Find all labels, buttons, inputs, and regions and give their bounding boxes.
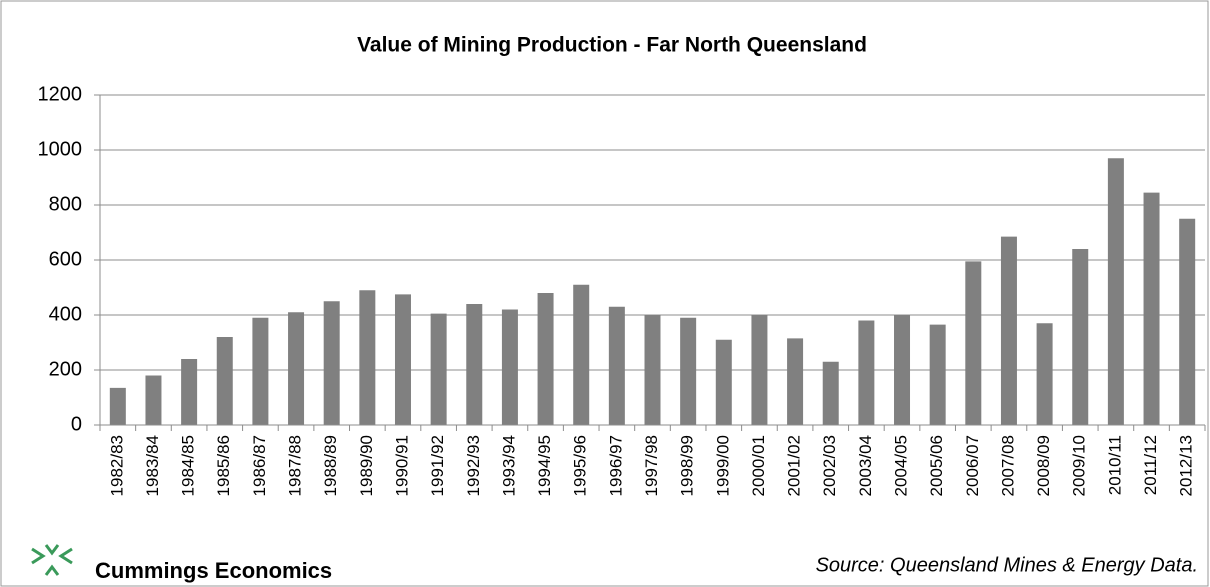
logo	[31, 544, 73, 576]
y-tick-label: 200	[49, 358, 82, 380]
bar	[537, 293, 554, 425]
y-tick-label: 1000	[38, 138, 83, 160]
source-note: Source: Queensland Mines & Energy Data.	[816, 554, 1198, 576]
bar	[929, 324, 946, 425]
bar	[822, 361, 839, 425]
bar	[501, 309, 518, 425]
x-tick-label: 1993/94	[499, 435, 518, 496]
x-tick-label: 1991/92	[428, 435, 447, 496]
bar	[394, 294, 411, 425]
bar	[715, 339, 732, 425]
x-tick-label: 1986/87	[250, 435, 269, 496]
x-tick-label: 1983/84	[143, 435, 162, 496]
x-tick-label: 2001/02	[785, 435, 804, 496]
bar	[965, 261, 982, 425]
x-tick-label: 1987/88	[286, 435, 305, 496]
x-tick-label: 1998/99	[678, 435, 697, 496]
x-tick-label: 2008/09	[1034, 435, 1053, 496]
brand: Cummings Economics	[95, 558, 332, 583]
bar	[1072, 249, 1089, 425]
bar	[109, 387, 126, 425]
x-tick-label: 1995/96	[571, 435, 590, 496]
x-tick-label: 1996/97	[606, 435, 625, 496]
x-tick-label: 1990/91	[392, 435, 411, 496]
x-tick-label: 2002/03	[820, 435, 839, 496]
bar	[181, 359, 198, 425]
x-tick-label: 2000/01	[749, 435, 768, 496]
x-tick-label: 2012/13	[1177, 435, 1196, 496]
x-tick-label: 2005/06	[927, 435, 946, 496]
bar	[787, 338, 804, 425]
x-tick-label: 1994/95	[535, 435, 554, 496]
x-tick-label: 2006/07	[963, 435, 982, 496]
x-tick-label: 1982/83	[107, 435, 126, 496]
bar	[359, 290, 376, 425]
bar	[680, 317, 697, 425]
bar	[216, 337, 233, 425]
bar	[858, 320, 875, 425]
bar	[1179, 218, 1196, 425]
x-tick-label: 1989/90	[357, 435, 376, 496]
y-tick-label: 400	[49, 303, 82, 325]
x-tick-label: 1997/98	[642, 435, 661, 496]
x-tick-label: 2003/04	[856, 435, 875, 496]
y-tick-label: 1200	[38, 83, 83, 105]
bar	[466, 304, 483, 425]
y-tick-label: 600	[49, 248, 82, 270]
y-tick-label: 800	[49, 193, 82, 215]
bar	[252, 317, 269, 425]
x-tick-label: 2009/10	[1070, 435, 1089, 496]
bar	[430, 313, 447, 425]
bar	[1107, 158, 1124, 425]
bar	[288, 312, 305, 425]
bar	[894, 315, 911, 425]
x-tick-label: 1999/00	[713, 435, 732, 496]
x-tick-label: 1984/85	[179, 435, 198, 496]
bar	[644, 315, 661, 425]
bar	[145, 375, 162, 425]
x-tick-label: 2007/08	[998, 435, 1017, 496]
bar	[323, 301, 340, 425]
x-tick-label: 2004/05	[892, 435, 911, 496]
y-tick-label: 0	[71, 413, 82, 435]
bar	[1000, 236, 1017, 425]
x-tick-label: 1992/93	[464, 435, 483, 496]
x-tick-label: 1985/86	[214, 435, 233, 496]
chart-title: Value of Mining Production - Far North Q…	[357, 34, 867, 57]
x-tick-label: 2010/11	[1105, 435, 1124, 495]
bar	[1036, 323, 1053, 425]
bar	[751, 315, 768, 425]
bar	[573, 284, 590, 425]
x-tick-label: 1988/89	[321, 435, 340, 496]
bar	[1143, 192, 1160, 425]
x-tick-label: 2011/12	[1141, 435, 1160, 495]
bar	[608, 306, 625, 425]
